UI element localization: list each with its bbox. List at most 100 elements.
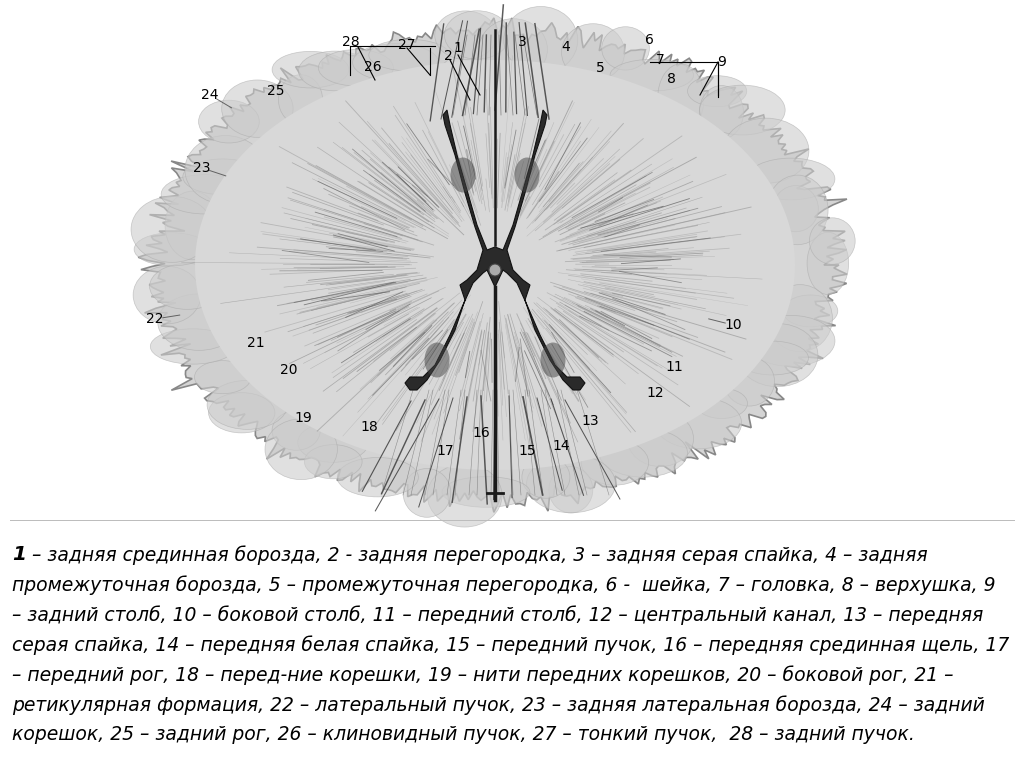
Ellipse shape bbox=[699, 85, 743, 139]
Ellipse shape bbox=[161, 175, 249, 214]
Ellipse shape bbox=[582, 440, 648, 485]
Ellipse shape bbox=[133, 266, 201, 324]
Ellipse shape bbox=[298, 423, 369, 463]
Text: 5: 5 bbox=[596, 61, 604, 75]
Text: 26: 26 bbox=[365, 60, 382, 74]
Ellipse shape bbox=[541, 343, 565, 377]
Ellipse shape bbox=[807, 232, 849, 295]
Ellipse shape bbox=[265, 419, 337, 479]
Ellipse shape bbox=[165, 191, 220, 260]
Polygon shape bbox=[138, 18, 847, 512]
Text: 20: 20 bbox=[281, 363, 298, 377]
Ellipse shape bbox=[655, 397, 741, 449]
Text: 18: 18 bbox=[360, 420, 378, 434]
Ellipse shape bbox=[610, 59, 693, 91]
Ellipse shape bbox=[209, 393, 274, 433]
Ellipse shape bbox=[522, 456, 570, 499]
Ellipse shape bbox=[783, 295, 838, 327]
Text: 17: 17 bbox=[436, 444, 454, 458]
Text: 16: 16 bbox=[472, 426, 489, 440]
Ellipse shape bbox=[504, 6, 578, 74]
Ellipse shape bbox=[724, 357, 774, 406]
Text: 2: 2 bbox=[443, 49, 453, 63]
Ellipse shape bbox=[737, 324, 818, 387]
Text: 25: 25 bbox=[267, 84, 285, 98]
Ellipse shape bbox=[337, 457, 419, 497]
Ellipse shape bbox=[299, 51, 372, 91]
Ellipse shape bbox=[695, 388, 748, 419]
Text: 19: 19 bbox=[294, 411, 312, 425]
Ellipse shape bbox=[369, 39, 450, 71]
Text: 12: 12 bbox=[646, 386, 664, 400]
Text: 14: 14 bbox=[552, 439, 569, 453]
Ellipse shape bbox=[221, 80, 293, 137]
Ellipse shape bbox=[199, 100, 259, 143]
Ellipse shape bbox=[427, 464, 502, 527]
Ellipse shape bbox=[549, 466, 593, 513]
Ellipse shape bbox=[183, 159, 262, 195]
Text: 6: 6 bbox=[644, 33, 653, 47]
Ellipse shape bbox=[158, 294, 241, 351]
Ellipse shape bbox=[561, 24, 625, 81]
Text: 24: 24 bbox=[202, 88, 219, 102]
Ellipse shape bbox=[272, 411, 321, 450]
Text: 15: 15 bbox=[518, 444, 536, 458]
Text: ретикулярная формация, 22 – латеральный пучок, 23 – задняя латеральная борозда, : ретикулярная формация, 22 – латеральный … bbox=[12, 695, 985, 715]
Ellipse shape bbox=[746, 315, 835, 367]
Ellipse shape bbox=[768, 285, 833, 352]
Ellipse shape bbox=[150, 263, 224, 309]
Text: 4: 4 bbox=[561, 40, 570, 54]
Ellipse shape bbox=[514, 157, 540, 193]
Circle shape bbox=[489, 264, 501, 276]
Ellipse shape bbox=[451, 157, 475, 193]
Ellipse shape bbox=[767, 175, 828, 245]
Ellipse shape bbox=[435, 11, 497, 60]
Text: промежуточная борозда, 5 – промежуточная перегородка, 6 -  шейка, 7 – головка, 8: промежуточная борозда, 5 – промежуточная… bbox=[12, 575, 995, 594]
Ellipse shape bbox=[195, 360, 251, 393]
Text: 28: 28 bbox=[342, 35, 359, 49]
Ellipse shape bbox=[599, 429, 687, 477]
Text: 22: 22 bbox=[146, 312, 164, 326]
Ellipse shape bbox=[352, 44, 438, 81]
Text: 10: 10 bbox=[724, 318, 741, 332]
Ellipse shape bbox=[602, 27, 649, 70]
Ellipse shape bbox=[442, 476, 529, 507]
Ellipse shape bbox=[736, 341, 808, 375]
Ellipse shape bbox=[699, 85, 785, 135]
Text: 23: 23 bbox=[194, 161, 211, 175]
Ellipse shape bbox=[773, 186, 818, 232]
Text: серая спайка, 14 – передняя белая спайка, 15 – передний пучок, 16 – передняя сре: серая спайка, 14 – передняя белая спайка… bbox=[12, 635, 1010, 655]
Polygon shape bbox=[406, 110, 585, 390]
Ellipse shape bbox=[479, 18, 548, 80]
Ellipse shape bbox=[151, 329, 236, 364]
Ellipse shape bbox=[809, 218, 855, 265]
Text: 8: 8 bbox=[667, 72, 676, 86]
Text: корешок, 25 – задний рог, 26 – клиновидный пучок, 27 – тонкий пучок,  28 – задни: корешок, 25 – задний рог, 26 – клиновидн… bbox=[12, 725, 914, 744]
Text: – задняя срединная борозда, 2 - задняя перегородка, 3 – задняя серая спайка, 4 –: – задняя срединная борозда, 2 - задняя п… bbox=[26, 545, 928, 565]
Text: 11: 11 bbox=[666, 360, 683, 374]
Ellipse shape bbox=[403, 469, 451, 517]
Ellipse shape bbox=[272, 51, 349, 88]
Text: 13: 13 bbox=[582, 414, 599, 428]
Ellipse shape bbox=[304, 445, 362, 479]
Ellipse shape bbox=[657, 64, 703, 133]
Ellipse shape bbox=[746, 158, 835, 200]
Ellipse shape bbox=[131, 196, 213, 262]
Ellipse shape bbox=[185, 136, 266, 204]
Text: 27: 27 bbox=[398, 38, 416, 52]
Ellipse shape bbox=[279, 74, 323, 125]
Text: 7: 7 bbox=[655, 53, 665, 67]
Text: – задний столб, 10 – боковой столб, 11 – передний столб, 12 – центральный канал,: – задний столб, 10 – боковой столб, 11 –… bbox=[12, 605, 983, 624]
Polygon shape bbox=[195, 60, 795, 470]
Text: 9: 9 bbox=[718, 55, 726, 69]
Ellipse shape bbox=[134, 232, 209, 266]
Ellipse shape bbox=[526, 455, 615, 513]
Ellipse shape bbox=[687, 76, 746, 107]
Text: 21: 21 bbox=[247, 336, 265, 350]
Ellipse shape bbox=[207, 380, 288, 430]
Text: 1: 1 bbox=[454, 41, 463, 55]
Ellipse shape bbox=[444, 11, 510, 59]
Text: 3: 3 bbox=[517, 35, 526, 49]
Ellipse shape bbox=[318, 50, 393, 86]
Ellipse shape bbox=[628, 411, 693, 466]
